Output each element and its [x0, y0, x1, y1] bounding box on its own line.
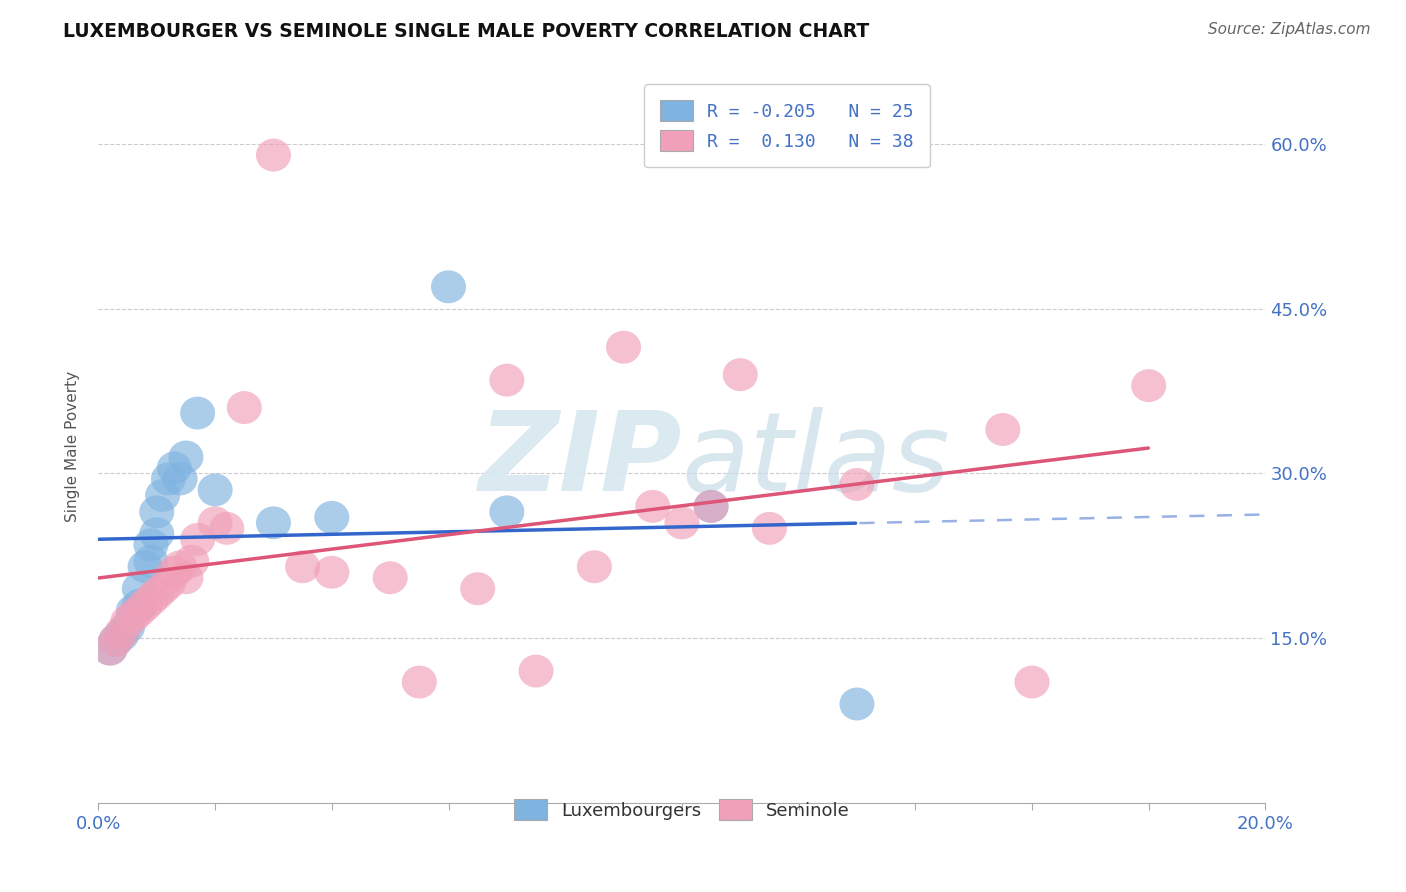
Ellipse shape: [139, 578, 174, 611]
Ellipse shape: [98, 624, 134, 657]
Ellipse shape: [104, 616, 139, 649]
Ellipse shape: [1132, 369, 1166, 402]
Ellipse shape: [104, 618, 139, 651]
Ellipse shape: [169, 441, 204, 474]
Ellipse shape: [157, 556, 191, 589]
Ellipse shape: [110, 611, 145, 644]
Ellipse shape: [606, 331, 641, 364]
Ellipse shape: [198, 474, 232, 507]
Ellipse shape: [145, 479, 180, 512]
Ellipse shape: [693, 490, 728, 523]
Ellipse shape: [986, 413, 1021, 446]
Ellipse shape: [163, 462, 198, 495]
Ellipse shape: [145, 573, 180, 605]
Ellipse shape: [489, 364, 524, 397]
Ellipse shape: [752, 512, 787, 545]
Ellipse shape: [157, 451, 191, 484]
Text: atlas: atlas: [682, 407, 950, 514]
Ellipse shape: [285, 550, 321, 583]
Ellipse shape: [128, 550, 163, 583]
Ellipse shape: [256, 138, 291, 171]
Ellipse shape: [226, 391, 262, 424]
Ellipse shape: [169, 561, 204, 594]
Ellipse shape: [122, 594, 157, 627]
Ellipse shape: [115, 594, 150, 627]
Ellipse shape: [1015, 665, 1049, 698]
Ellipse shape: [150, 462, 186, 495]
Ellipse shape: [315, 556, 349, 589]
Ellipse shape: [373, 561, 408, 594]
Text: ZIP: ZIP: [478, 407, 682, 514]
Legend: Luxembourgers, Seminole: Luxembourgers, Seminole: [498, 783, 866, 837]
Ellipse shape: [180, 397, 215, 430]
Ellipse shape: [93, 632, 128, 665]
Ellipse shape: [209, 512, 245, 545]
Ellipse shape: [665, 507, 699, 540]
Y-axis label: Single Male Poverty: Single Male Poverty: [65, 370, 80, 522]
Ellipse shape: [115, 599, 150, 632]
Ellipse shape: [134, 528, 169, 561]
Ellipse shape: [576, 550, 612, 583]
Ellipse shape: [693, 490, 728, 523]
Ellipse shape: [174, 545, 209, 578]
Ellipse shape: [139, 495, 174, 528]
Ellipse shape: [139, 517, 174, 550]
Ellipse shape: [122, 589, 157, 622]
Ellipse shape: [93, 632, 128, 665]
Ellipse shape: [110, 605, 145, 638]
Ellipse shape: [489, 495, 524, 528]
Ellipse shape: [519, 655, 554, 688]
Ellipse shape: [180, 523, 215, 556]
Ellipse shape: [315, 501, 349, 533]
Ellipse shape: [402, 665, 437, 698]
Ellipse shape: [122, 573, 157, 605]
Ellipse shape: [256, 507, 291, 540]
Ellipse shape: [128, 589, 163, 622]
Text: Source: ZipAtlas.com: Source: ZipAtlas.com: [1208, 22, 1371, 37]
Ellipse shape: [636, 490, 671, 523]
Text: LUXEMBOURGER VS SEMINOLE SINGLE MALE POVERTY CORRELATION CHART: LUXEMBOURGER VS SEMINOLE SINGLE MALE POV…: [63, 22, 869, 41]
Ellipse shape: [134, 583, 169, 616]
Ellipse shape: [150, 566, 186, 599]
Ellipse shape: [163, 550, 198, 583]
Ellipse shape: [98, 624, 134, 657]
Ellipse shape: [723, 359, 758, 391]
Ellipse shape: [460, 573, 495, 605]
Ellipse shape: [198, 507, 232, 540]
Ellipse shape: [839, 688, 875, 721]
Ellipse shape: [134, 545, 169, 578]
Ellipse shape: [432, 270, 465, 303]
Ellipse shape: [839, 468, 875, 501]
